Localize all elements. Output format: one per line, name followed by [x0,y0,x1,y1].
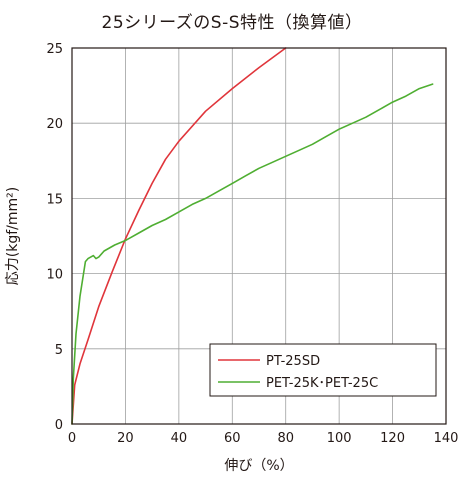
y-tick-label-10: 10 [46,268,63,283]
y-tick-label-25: 25 [46,42,63,57]
x-tick-label-140: 140 [434,431,459,446]
y-tick-label-5: 5 [55,343,63,358]
y-axis-title: 応力(kgf/mm²) [5,187,21,285]
series-line-0 [71,47,287,425]
y-tick-label-15: 15 [46,192,63,207]
legend-label-pet-25k: PET-25K･PET-25C [266,376,378,391]
x-tick-label-40: 40 [171,431,188,446]
tick-labels: 0 20 40 60 80 100 120 140 0 5 10 15 20 25 [46,42,458,446]
plot-frame [71,47,447,425]
x-tick-label-20: 20 [117,431,134,446]
x-tick-label-60: 60 [224,431,241,446]
legend-label-pt-25sd: PT-25SD [266,354,320,369]
series-line-1 [71,83,434,425]
legend-box [209,343,437,397]
x-tick-label-100: 100 [327,431,352,446]
y-tick-label-20: 20 [46,117,63,132]
chart-title: 25シリーズのS-S特性（換算値） [101,13,363,33]
x-axis-title: 伸び（%） [224,458,293,474]
y-tick-label-0: 0 [55,418,63,433]
series-lines [71,47,434,425]
x-tick-label-120: 120 [380,431,405,446]
x-tick-label-0: 0 [68,431,76,446]
legend: PT-25SD PET-25K･PET-25C [209,343,437,397]
x-tick-label-80: 80 [277,431,294,446]
